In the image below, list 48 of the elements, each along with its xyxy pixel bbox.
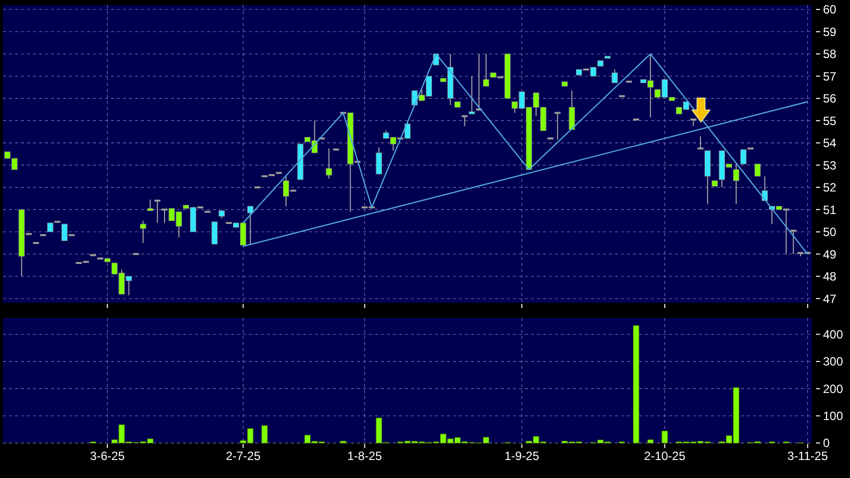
y-tick-label: 49 bbox=[823, 247, 837, 262]
y-tick-label: 54 bbox=[823, 136, 837, 150]
line-series bbox=[242, 53, 808, 255]
x-tick-label: 2-10-25 bbox=[644, 449, 686, 463]
candlestick bbox=[762, 176, 768, 202]
y-tick-label: 100 bbox=[823, 409, 844, 424]
y-tick-label: 51 bbox=[823, 202, 837, 217]
candlestick bbox=[483, 53, 490, 87]
y-tick-label: 55 bbox=[823, 114, 837, 128]
candlestick bbox=[790, 230, 796, 255]
y-tick-label: 57 bbox=[823, 69, 837, 84]
y-tick-label: 200 bbox=[823, 382, 844, 396]
x-tick-label: 1-8-25 bbox=[347, 449, 382, 463]
candlestick bbox=[568, 90, 575, 130]
x-tick-label: 3-6-25 bbox=[90, 449, 126, 463]
candlestick bbox=[376, 146, 382, 175]
candlestick bbox=[212, 221, 218, 245]
candlestick bbox=[326, 148, 332, 179]
bar bbox=[262, 425, 268, 444]
candlestick bbox=[554, 112, 561, 140]
bar bbox=[633, 325, 640, 444]
candlestick bbox=[147, 199, 154, 212]
candlestick bbox=[612, 68, 618, 84]
candlestick bbox=[462, 115, 468, 127]
y-tick-label: 400 bbox=[823, 328, 844, 342]
y-tick-label: 50 bbox=[823, 225, 837, 240]
candlestick bbox=[733, 164, 740, 205]
candlestick bbox=[754, 164, 761, 176]
y-tick-label: 0 bbox=[823, 436, 830, 450]
x-tick-label: 3-11-25 bbox=[787, 449, 828, 463]
y-tick-label: 48 bbox=[823, 270, 837, 284]
candlestick bbox=[140, 220, 146, 244]
y-tick-label: 58 bbox=[823, 47, 837, 62]
bar bbox=[647, 439, 654, 444]
y-tick-label: 300 bbox=[823, 354, 844, 369]
candlestick bbox=[247, 206, 254, 245]
y-tick-label: 59 bbox=[823, 24, 837, 39]
candlestick bbox=[154, 200, 160, 224]
candlestick bbox=[468, 76, 475, 114]
y-tick-label: 53 bbox=[823, 158, 837, 172]
y-tick-label: 60 bbox=[823, 2, 837, 17]
y-tick-label: 47 bbox=[823, 292, 837, 306]
x-tick-label: 1-9-25 bbox=[504, 449, 540, 463]
y-tick-label: 56 bbox=[823, 92, 837, 106]
candlestick bbox=[697, 136, 704, 150]
y-tick-label: 52 bbox=[823, 180, 837, 195]
bar bbox=[662, 430, 668, 444]
x-tick-label: 2-7-25 bbox=[226, 449, 261, 463]
